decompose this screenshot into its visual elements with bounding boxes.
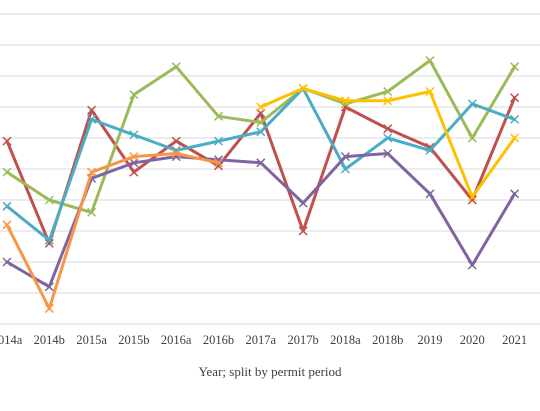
data-point-marker (256, 117, 266, 128)
data-point-marker (2, 201, 12, 211)
x-tick-label: 2015a (76, 333, 107, 347)
data-point-marker (2, 257, 12, 267)
data-point-marker (44, 195, 54, 205)
data-point-marker (298, 226, 308, 236)
data-point-marker (467, 260, 477, 270)
data-point-marker (425, 189, 435, 199)
series-2 (2, 55, 520, 217)
data-point-marker (510, 62, 520, 72)
x-tick-label: 2020 (460, 333, 485, 347)
data-point-marker (298, 83, 308, 93)
x-tick-label: 2017b (287, 333, 318, 347)
data-point-marker (340, 164, 350, 174)
data-point-marker (467, 192, 477, 202)
data-point-marker (383, 96, 393, 106)
data-point-marker (340, 152, 350, 162)
x-tick-label: 2014a (0, 333, 23, 347)
data-point-marker (510, 189, 520, 199)
x-tick-label: 2021 (502, 333, 527, 347)
data-point-marker (44, 303, 54, 314)
data-point-marker (425, 86, 435, 97)
data-point-marker (129, 152, 139, 162)
data-point-marker (510, 93, 520, 103)
data-point-marker (425, 145, 435, 155)
data-point-marker (467, 133, 477, 143)
x-tick-label: 2015b (118, 333, 149, 347)
data-point-marker (44, 282, 54, 292)
data-point-marker (383, 148, 393, 159)
data-point-marker (129, 90, 139, 100)
x-tick-label: 2018a (330, 333, 361, 347)
data-point-marker (2, 167, 12, 177)
data-point-marker (298, 198, 308, 208)
data-point-marker (467, 195, 477, 205)
series-1 (2, 93, 520, 248)
data-point-marker (213, 111, 224, 121)
data-point-marker (171, 62, 181, 72)
data-point-marker (256, 102, 266, 112)
data-point-marker (129, 167, 139, 177)
x-tick-label: 2017a (246, 333, 277, 347)
x-tick-label: 2018b (372, 333, 403, 347)
data-point-marker (383, 133, 393, 143)
data-point-marker (87, 207, 97, 217)
data-point-marker (2, 136, 12, 146)
data-point-marker (129, 130, 139, 140)
data-point-marker (171, 136, 181, 146)
data-point-marker (256, 127, 266, 137)
x-tick-label: 2019 (418, 333, 443, 347)
x-tick-labels: 2014a 2014b 2015a 2015b 2016a 2016b 2017a 2017b… (0, 333, 527, 347)
series-line (5, 152, 517, 289)
data-point-marker (87, 105, 97, 115)
data-point-marker (383, 86, 393, 97)
data-point-marker (340, 96, 350, 106)
data-point-marker (2, 220, 12, 230)
series-6 (256, 83, 520, 202)
series-line (5, 96, 517, 245)
series-layer (2, 55, 520, 314)
data-point-marker (510, 114, 520, 124)
series-5 (2, 148, 224, 314)
data-point-marker (87, 167, 97, 177)
x-tick-label: 2016b (203, 333, 234, 347)
series-3 (2, 83, 520, 245)
series-4 (2, 148, 520, 292)
data-point-marker (171, 148, 181, 159)
gridlines (0, 13, 540, 325)
series-line (5, 152, 220, 310)
data-point-marker (383, 124, 393, 134)
data-point-marker (256, 158, 266, 168)
data-point-marker (425, 55, 435, 66)
data-point-marker (87, 114, 97, 124)
data-point-marker (44, 238, 54, 248)
data-point-marker (213, 158, 224, 168)
x-tick-label: 2014b (34, 333, 65, 347)
data-point-marker (44, 235, 54, 245)
x-axis-label: Year; split by permit period (198, 364, 342, 379)
data-point-marker (510, 133, 520, 143)
x-tick-label: 2016a (161, 333, 192, 347)
data-point-marker (213, 136, 224, 146)
data-point-marker (467, 99, 477, 109)
